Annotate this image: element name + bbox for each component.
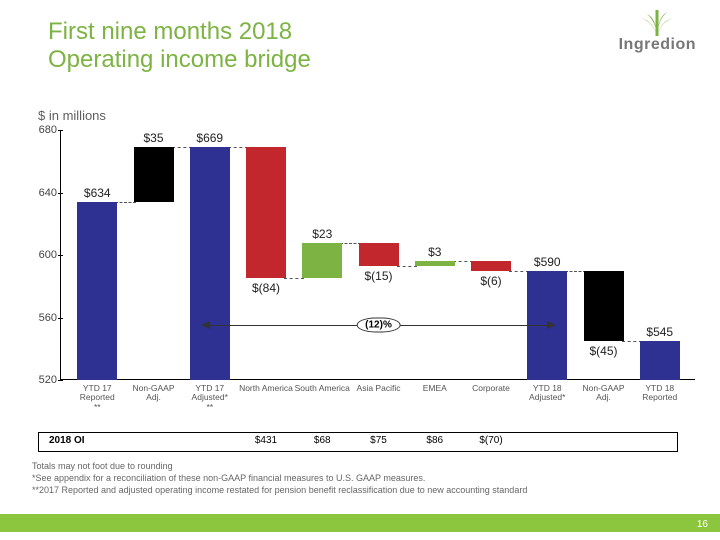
y-tick: 560 bbox=[33, 312, 57, 324]
title-line-2: Operating income bridge bbox=[48, 46, 311, 73]
bottom-bar bbox=[0, 514, 720, 532]
page-number: 16 bbox=[697, 519, 708, 530]
x-label: North America bbox=[237, 384, 295, 393]
x-label: YTD 17Adjusted*** bbox=[181, 384, 239, 412]
arrow-head-right-icon bbox=[547, 321, 556, 329]
value-label: $35 bbox=[143, 131, 163, 145]
bar-corporate bbox=[471, 261, 511, 270]
bar-north_america bbox=[246, 147, 286, 278]
bar-non_gaap_1 bbox=[134, 147, 174, 202]
value-label: $(84) bbox=[252, 281, 280, 295]
y-axis-label: $ in millions bbox=[38, 108, 106, 123]
oi-label: 2018 OI bbox=[49, 435, 85, 446]
title-line-1: First nine months 2018 bbox=[48, 18, 292, 45]
oi-cell-north_america: $431 bbox=[255, 435, 277, 446]
y-tick: 600 bbox=[33, 249, 57, 261]
slide-title: First nine months 2018 Operating income … bbox=[48, 18, 311, 73]
value-label: $(45) bbox=[589, 344, 617, 358]
pct-change-badge: (12)% bbox=[356, 318, 401, 333]
bar-south_america bbox=[302, 243, 342, 279]
waterfall-chart: 520560600640680$634YTD 17Reported**$35No… bbox=[30, 130, 695, 405]
connector bbox=[228, 147, 248, 148]
connector bbox=[172, 147, 192, 148]
x-label: YTD 18Adjusted* bbox=[518, 384, 576, 403]
logo: Ingredion bbox=[619, 10, 696, 54]
x-label: Asia Pacific bbox=[350, 384, 408, 393]
connector bbox=[340, 243, 360, 244]
connector bbox=[622, 341, 642, 342]
connector bbox=[397, 266, 417, 267]
connector bbox=[565, 271, 585, 272]
y-tick: 680 bbox=[33, 124, 57, 136]
y-tick: 640 bbox=[33, 187, 57, 199]
bar-asia_pacific bbox=[359, 243, 399, 266]
connector bbox=[453, 261, 473, 262]
oi-table: 2018 OI $431 $68 $75 $86 $(70) bbox=[38, 432, 678, 452]
connector bbox=[115, 202, 135, 203]
value-label: $590 bbox=[534, 255, 561, 269]
logo-text: Ingredion bbox=[619, 36, 696, 54]
x-label: EMEA bbox=[406, 384, 464, 393]
x-label: YTD 18Reported bbox=[631, 384, 689, 403]
connector bbox=[284, 278, 304, 279]
oi-cell-asia_pacific: $75 bbox=[370, 435, 387, 446]
arrow-head-left-icon bbox=[201, 321, 210, 329]
value-label: $(6) bbox=[480, 274, 501, 288]
footnote-1: Totals may not foot due to rounding bbox=[32, 460, 527, 472]
value-label: $634 bbox=[84, 186, 111, 200]
footnote-2: *See appendix for a reconciliation of th… bbox=[32, 472, 527, 484]
bar-ytd18_reported bbox=[640, 341, 680, 380]
oi-cell-corporate: $(70) bbox=[479, 435, 502, 446]
connector bbox=[509, 271, 529, 272]
y-tick: 520 bbox=[33, 374, 57, 386]
bar-emea bbox=[415, 261, 455, 266]
bar-ytd17_adjusted bbox=[190, 147, 230, 380]
value-label: $3 bbox=[428, 245, 441, 259]
x-label: Non-GAAP Adj. bbox=[575, 384, 633, 403]
slide: First nine months 2018 Operating income … bbox=[0, 0, 720, 540]
footnote-3: **2017 Reported and adjusted operating i… bbox=[32, 484, 527, 496]
footnotes: Totals may not foot due to rounding *See… bbox=[32, 460, 527, 496]
bar-non_gaap_2 bbox=[584, 271, 624, 341]
oi-cell-emea: $86 bbox=[426, 435, 443, 446]
value-label: $(15) bbox=[364, 269, 392, 283]
leaf-icon bbox=[639, 10, 675, 38]
plot-area: 520560600640680$634YTD 17Reported**$35No… bbox=[60, 130, 695, 380]
x-label: Non-GAAP Adj. bbox=[125, 384, 183, 403]
x-label: YTD 17Reported** bbox=[68, 384, 126, 412]
bar-ytd17_reported bbox=[77, 202, 117, 380]
value-label: $23 bbox=[312, 227, 332, 241]
x-label: Corporate bbox=[462, 384, 520, 393]
x-label: South America bbox=[293, 384, 351, 393]
oi-cell-south_america: $68 bbox=[314, 435, 331, 446]
value-label: $669 bbox=[196, 131, 223, 145]
value-label: $545 bbox=[646, 325, 673, 339]
